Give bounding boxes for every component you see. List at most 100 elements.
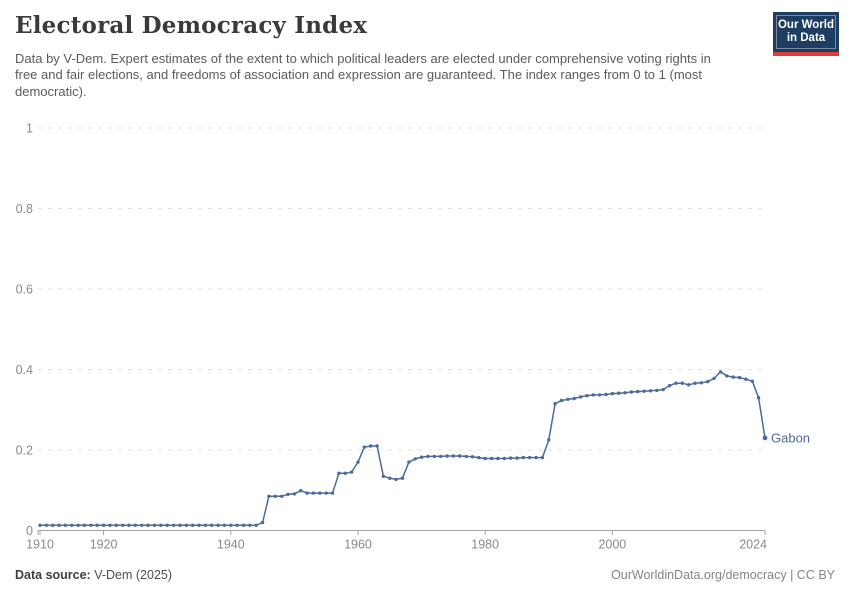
data-point (432, 454, 436, 459)
x-tick-label: 1920 (90, 538, 118, 552)
data-point (591, 393, 595, 397)
data-point (267, 494, 271, 498)
data-point (706, 379, 710, 384)
data-point (337, 471, 341, 475)
data-point (280, 494, 284, 498)
data-point (241, 523, 246, 527)
data-point (642, 389, 646, 393)
data-point (687, 383, 691, 387)
data-source-value: V-Dem (2025) (94, 568, 173, 582)
data-point (470, 455, 475, 459)
data-point (229, 523, 233, 527)
data-point (375, 444, 379, 448)
data-point (578, 395, 583, 399)
data-point (203, 523, 208, 527)
data-point (502, 456, 506, 461)
data-point (330, 491, 335, 495)
data-point (210, 523, 214, 527)
data-point (464, 454, 468, 459)
data-point (178, 523, 182, 527)
data-point (51, 523, 55, 527)
data-point (496, 456, 500, 461)
owid-logo-redbar (773, 52, 839, 56)
line-series (39, 371, 766, 527)
data-point (737, 375, 742, 380)
data-point (540, 455, 545, 460)
data-point (146, 523, 150, 527)
data-point (57, 523, 61, 527)
data-point (394, 477, 398, 482)
data-point (362, 445, 366, 449)
x-tick-label: 1940 (217, 538, 245, 552)
owid-logo[interactable]: Our World in Data (773, 12, 839, 56)
data-point (114, 523, 119, 527)
data-point (572, 396, 576, 401)
data-point (356, 460, 360, 464)
entity-label: Gabon (771, 430, 810, 445)
owid-logo-text: Our World in Data (773, 12, 839, 52)
x-tick-label: 1980 (471, 538, 499, 552)
page-title: Electoral Democracy Index (15, 12, 368, 39)
y-tick-label: 0 (26, 524, 33, 538)
owid-logo-line2: in Data (786, 32, 826, 44)
data-point (439, 454, 443, 459)
data-point (458, 454, 462, 458)
data-point (140, 523, 144, 527)
y-tick-label: 0.8 (16, 202, 33, 216)
data-point (292, 492, 297, 496)
data-point (190, 523, 195, 527)
data-point (534, 455, 538, 460)
data-point (108, 523, 112, 527)
data-point (744, 377, 748, 381)
data-point (127, 523, 131, 527)
owid-logo-line1: Our World (777, 19, 834, 31)
data-point (197, 523, 201, 527)
data-point (216, 523, 220, 527)
data-point (521, 455, 525, 460)
data-point (477, 455, 481, 460)
data-point (610, 391, 615, 396)
data-point (152, 523, 157, 527)
data-point (629, 390, 634, 394)
data-point (731, 375, 735, 379)
data-point (426, 454, 430, 459)
data-point (388, 476, 392, 480)
data-point (305, 491, 309, 495)
data-point (381, 474, 386, 478)
data-point (324, 491, 328, 495)
y-tick-label: 1 (26, 122, 33, 136)
data-point (222, 523, 227, 527)
y-tick-label: 0.6 (16, 283, 33, 297)
data-point (623, 391, 627, 395)
data-point (311, 491, 316, 495)
data-point (604, 392, 608, 397)
data-point (508, 456, 513, 460)
data-point (165, 523, 169, 527)
data-point (343, 471, 347, 475)
data-point (248, 523, 252, 527)
data-point (585, 394, 589, 398)
data-point (597, 393, 602, 397)
data-point (235, 523, 239, 527)
data-point (419, 455, 424, 459)
data-point (528, 455, 532, 460)
data-point (76, 523, 80, 527)
x-tick-label: 2024 (739, 538, 767, 552)
data-point (547, 438, 551, 442)
data-point (349, 470, 354, 474)
x-tick-label: 1960 (344, 538, 372, 552)
data-point (133, 523, 138, 527)
footer-attribution-link[interactable]: OurWorldinData.org/democracy | CC BY (611, 568, 835, 582)
data-point (101, 523, 106, 527)
data-point (762, 435, 768, 441)
data-point (515, 456, 519, 460)
data-point (750, 379, 754, 383)
data-point (712, 376, 716, 381)
data-point (559, 398, 564, 403)
chart-footer: Data source: V-Dem (2025) OurWorldinData… (0, 568, 850, 582)
x-tick-label: 1910 (26, 538, 54, 552)
data-point (445, 454, 449, 458)
data-point (553, 402, 557, 406)
